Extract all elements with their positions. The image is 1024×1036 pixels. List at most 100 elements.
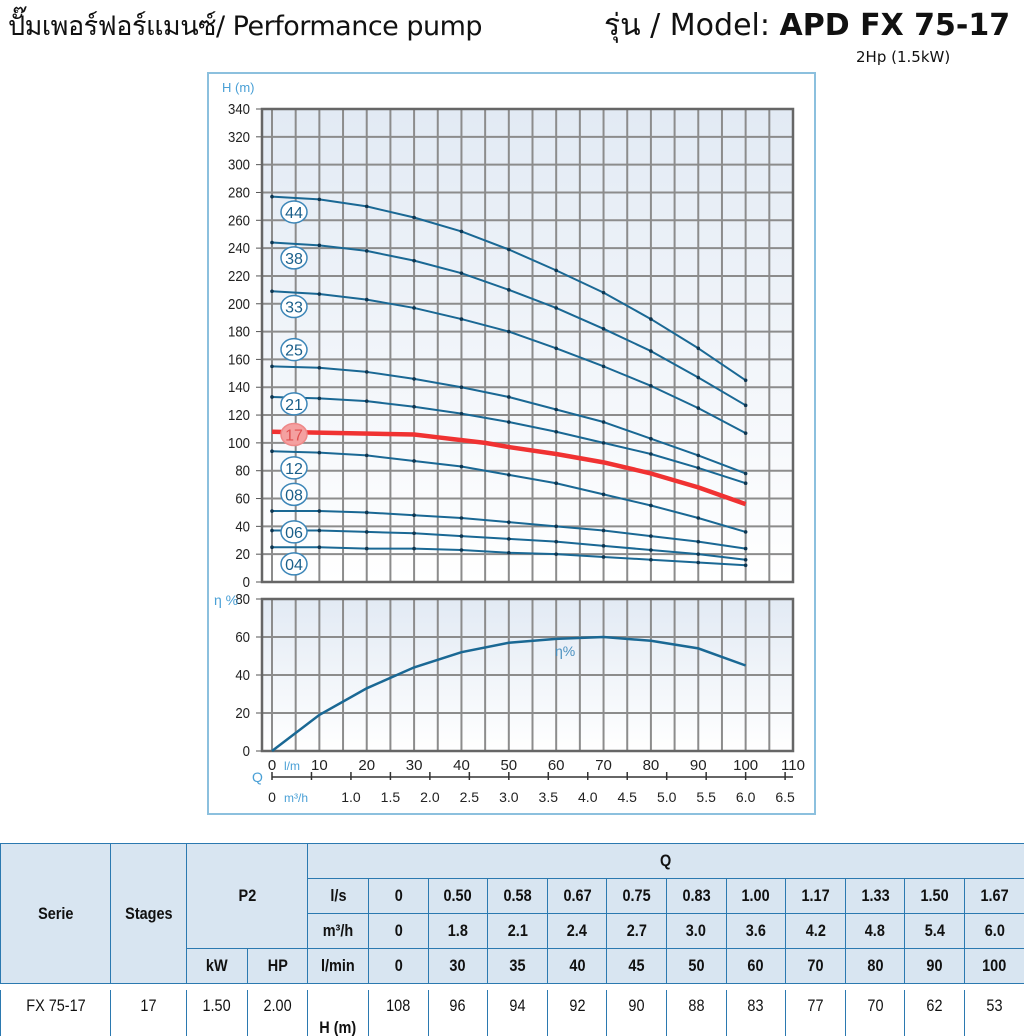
eff-ytick-label: 80 xyxy=(235,590,250,607)
x-tick-label-lmin: 0 xyxy=(268,757,276,774)
curve-point xyxy=(507,329,511,334)
header-p2: P2 xyxy=(185,843,309,949)
head-ytick-label: 240 xyxy=(228,239,250,256)
flow-ls: 1.33 xyxy=(844,878,906,914)
flow-m3h: 4.2 xyxy=(785,913,846,949)
curve-point xyxy=(412,459,416,463)
cell-head-value: 83 xyxy=(725,990,786,1036)
curve-point xyxy=(743,481,748,486)
x-tick-label-lmin: 20 xyxy=(358,757,375,774)
flow-ls: 1.50 xyxy=(904,878,965,914)
cell-stages: 17 xyxy=(110,990,187,1036)
efficiency-curve-label: η% xyxy=(555,643,575,659)
head-ytick-label: 300 xyxy=(228,156,250,173)
flow-m3h-text: 3.0 xyxy=(686,921,707,940)
x-tick-label-m3h: 4.5 xyxy=(617,789,637,805)
cell-head-value: 53 xyxy=(963,990,1024,1036)
flow-lmin-text: 30 xyxy=(449,956,466,975)
flow-ls: 0 xyxy=(368,878,429,914)
stage-label-badge xyxy=(280,422,308,447)
cell-head-value-text: 70 xyxy=(866,996,884,1015)
flow-lmin: 35 xyxy=(487,948,548,984)
flow-lmin-text: 50 xyxy=(688,956,705,975)
flow-ls: 1.67 xyxy=(963,878,1024,914)
curve-point xyxy=(649,436,653,441)
curve-point xyxy=(601,327,606,331)
curve-point xyxy=(696,375,701,380)
curve-point xyxy=(270,449,274,454)
unit-lmin: l/min xyxy=(307,948,370,984)
header-serie: Serie xyxy=(0,843,111,984)
power-rating: 2Hp (1.5kW) xyxy=(856,48,951,66)
flow-ls-text: 0.67 xyxy=(563,886,592,905)
head-ytick-label: 260 xyxy=(228,211,250,228)
cell-head-value: 108 xyxy=(368,990,429,1036)
page-title: ปั๊มเพอร์ฟอร์แมนซ์/ Performance pump xyxy=(8,11,483,42)
flow-ls: 0.83 xyxy=(665,878,727,914)
head-ytick-label: 120 xyxy=(228,406,250,423)
curve-point xyxy=(270,528,274,533)
flow-ls-text: 0.83 xyxy=(682,886,711,905)
curve-point xyxy=(507,420,511,424)
flow-ls: 0.58 xyxy=(487,878,548,914)
cell-head-value: 92 xyxy=(546,990,607,1036)
curve-point xyxy=(743,530,748,534)
curve-point xyxy=(601,544,606,548)
curve-point xyxy=(317,450,322,455)
flow-lmin: 50 xyxy=(665,948,727,984)
curve-point xyxy=(364,510,369,515)
x-unit-lmin: l/m xyxy=(284,759,300,773)
stage-label-33: 33 xyxy=(285,300,303,317)
curve-point xyxy=(554,481,558,486)
flow-m3h: 1.8 xyxy=(427,913,489,949)
x-tick-label-lmin: 80 xyxy=(643,757,660,774)
x-unit-m3h: m³/h xyxy=(284,791,308,805)
header-q: Q xyxy=(307,843,1024,879)
head-plot-border xyxy=(260,107,795,584)
curve-point xyxy=(317,292,322,296)
x-tick-label-m3h: 1.0 xyxy=(341,789,361,805)
cell-head-value-text: 90 xyxy=(628,996,645,1015)
x-tick-label-m3h: 3.5 xyxy=(539,789,559,805)
head-ytick-label: 180 xyxy=(228,323,250,340)
curve-point xyxy=(364,530,369,534)
curve-point xyxy=(317,197,322,202)
flow-m3h: 3.6 xyxy=(725,913,787,949)
curve-point xyxy=(412,404,416,409)
flow-m3h-text: 6.0 xyxy=(984,921,1005,940)
flow-lmin: 90 xyxy=(904,948,965,984)
stage-label-badge xyxy=(280,392,308,416)
curve-point xyxy=(364,546,369,551)
flow-m3h: 5.4 xyxy=(904,913,965,949)
curve-point xyxy=(696,560,701,565)
curve-point xyxy=(649,452,653,456)
flow-lmin: 0 xyxy=(368,948,429,984)
cell-head-value-text: 77 xyxy=(807,996,824,1015)
chart-frame xyxy=(207,72,816,815)
cell-head-value: 77 xyxy=(785,990,846,1036)
stage-label-12: 12 xyxy=(285,461,303,478)
flow-lmin: 100 xyxy=(963,948,1024,984)
head-curve-stage-17 xyxy=(271,429,747,507)
cell-hp: 2.00 xyxy=(247,990,308,1036)
head-ytick-label: 320 xyxy=(228,128,250,145)
x-tick-label-lmin: 10 xyxy=(311,757,328,774)
curve-point xyxy=(554,268,558,273)
flow-lmin: 70 xyxy=(785,948,846,984)
curve-point xyxy=(317,509,322,513)
curve-point xyxy=(649,534,653,538)
stage-label-04: 04 xyxy=(285,557,303,574)
stage-label-badge xyxy=(280,337,308,362)
curve-point xyxy=(270,364,274,369)
curve-point xyxy=(412,531,416,536)
flow-ls-text: 1.50 xyxy=(920,886,949,905)
unit-m3h: m³/h xyxy=(307,913,370,949)
x-tick-label-m3h: 5.5 xyxy=(696,789,716,805)
stage-label-badge xyxy=(280,246,308,270)
flow-m3h-text: 2.7 xyxy=(626,921,647,940)
x-tick-label-m3h: 3.0 xyxy=(499,789,519,805)
curve-point xyxy=(364,204,369,209)
stage-label-21: 21 xyxy=(285,397,303,414)
cell-head-value-text: 108 xyxy=(386,996,411,1015)
